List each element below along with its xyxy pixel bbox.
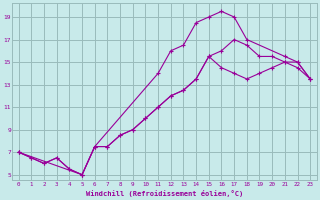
X-axis label: Windchill (Refroidissement éolien,°C): Windchill (Refroidissement éolien,°C) xyxy=(86,190,243,197)
